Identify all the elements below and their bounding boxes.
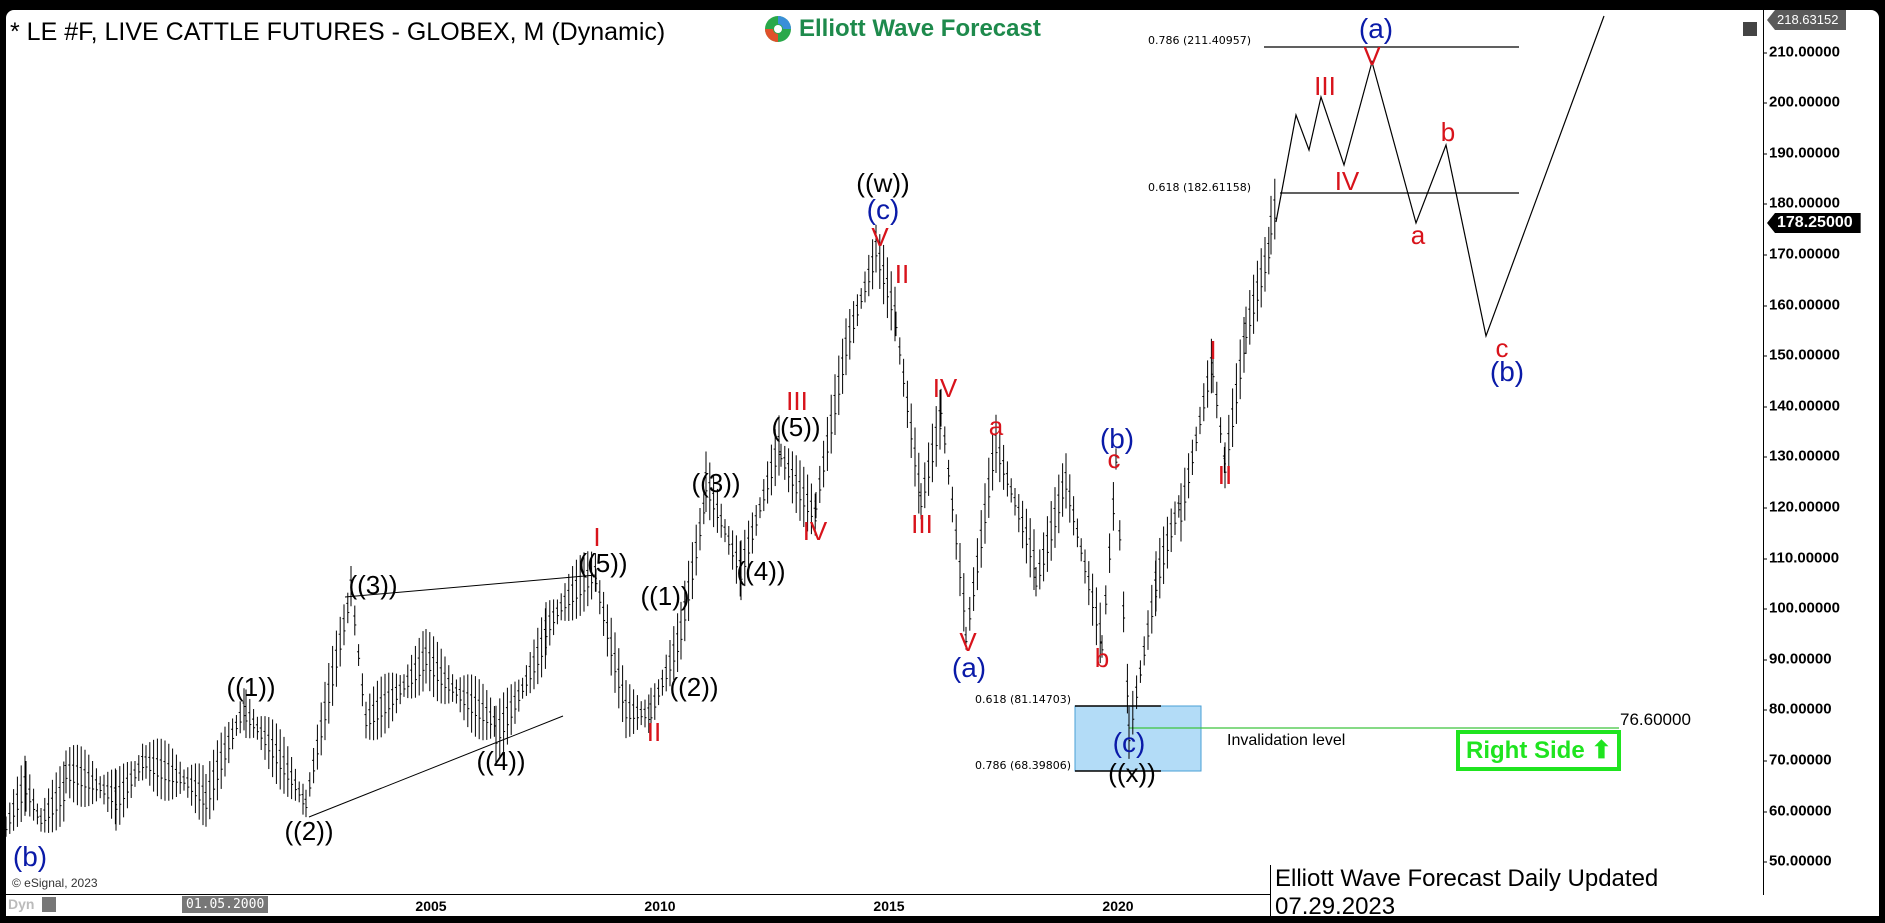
wave-label: I: [1209, 335, 1217, 365]
buy-zone-box: [1074, 705, 1202, 772]
x-tick: 2020: [1102, 898, 1134, 914]
logo-text: Elliott Wave Forecast: [799, 15, 1041, 42]
wave-label: ((1)): [640, 581, 690, 611]
wave-label: ((2)): [284, 816, 334, 846]
wave-label: (b): [1099, 423, 1135, 454]
wave-label: c: [1107, 444, 1121, 474]
y-tick: 120.00000: [1763, 498, 1840, 516]
wave-label: (c): [1112, 727, 1146, 758]
last-price-tag: 178.25000: [1767, 213, 1861, 233]
fib-618-upper: 0.618 (182.61158): [1148, 181, 1252, 194]
y-tick: 140.00000: [1763, 397, 1840, 415]
x-axis[interactable]: Dyn 01.05.2000 2005 2010 2015 2020: [6, 895, 1763, 916]
lock-icon[interactable]: [42, 897, 56, 912]
y-tick: 60.00000: [1763, 802, 1832, 820]
wave-label: II: [646, 717, 662, 747]
wave-label: IV: [932, 373, 958, 403]
wave-label: ((4)): [476, 746, 526, 776]
y-tick: 100.00000: [1763, 599, 1840, 617]
x-tick: 2005: [415, 898, 447, 914]
y-tick: 160.00000: [1763, 296, 1840, 314]
y-tick: 70.00000: [1763, 751, 1832, 769]
dyn-label: Dyn: [8, 896, 35, 912]
wave-label: ((4)): [736, 556, 786, 586]
y-tick: 200.00000: [1763, 93, 1840, 111]
y-tick: 80.00000: [1763, 700, 1832, 718]
cursor-date: 01.05.2000: [182, 896, 269, 913]
price-chart: [6, 15, 1619, 837]
wave-label: c: [1495, 333, 1509, 363]
y-tick: 110.00000: [1762, 549, 1840, 567]
wave-label: III: [911, 509, 933, 539]
wave-label: ((3)): [691, 468, 741, 498]
wave-label: IV: [802, 516, 828, 546]
wave-label: III: [786, 386, 808, 416]
top-price-tag: 218.63152: [1767, 10, 1847, 30]
wave-label: V: [959, 627, 977, 657]
logo-icon: [765, 16, 791, 42]
wave-label: II: [894, 259, 910, 289]
invalidation-value: 76.60000: [1620, 710, 1691, 729]
wave-label: V: [1363, 41, 1381, 71]
y-tick: 170.00000: [1763, 245, 1840, 263]
y-tick: 130.00000: [1763, 447, 1840, 465]
y-tick: 210.00000: [1763, 43, 1840, 61]
plot-area[interactable]: * LE #F, LIVE CATTLE FUTURES - GLOBEX, M…: [6, 10, 1764, 916]
fib-786-upper: 0.786 (211.40957): [1148, 34, 1252, 47]
wave-label: II: [1217, 460, 1233, 490]
fib-618-lower: 0.618 (81.14703): [975, 693, 1072, 706]
x-tick: 2015: [873, 898, 905, 914]
wave-label: b: [1440, 117, 1456, 147]
y-tick: 50.00000: [1763, 852, 1832, 870]
wave-label: (a): [951, 652, 987, 683]
arrow-up-icon: ⬆: [1591, 737, 1612, 764]
wave-label: a: [988, 411, 1004, 441]
wave-label: ((2)): [669, 672, 719, 702]
copyright: © eSignal, 2023: [12, 876, 98, 890]
wave-label: a: [1410, 220, 1426, 250]
wave-label: V: [871, 222, 889, 252]
wave-label: (a): [1358, 13, 1394, 44]
wave-label: ((3)): [348, 570, 398, 600]
wave-label: b: [1094, 643, 1110, 673]
wave-label: IV: [1334, 166, 1360, 196]
wave-label: I: [593, 522, 601, 552]
updated-caption: Elliott Wave Forecast Daily Updated 07.2…: [1270, 865, 1763, 916]
y-tick: 190.00000: [1763, 144, 1840, 162]
chart-window: * LE #F, LIVE CATTLE FUTURES - GLOBEX, M…: [6, 10, 1879, 916]
restore-window-icon[interactable]: [1743, 22, 1757, 36]
right-side-badge: Right Side ⬆: [1456, 730, 1622, 771]
y-tick: 180.00000: [1763, 194, 1840, 212]
wave-label: ((5)): [578, 548, 628, 578]
wave-label: (b): [1489, 356, 1525, 387]
wave-label: (c): [866, 194, 900, 225]
fib-786-lower: 0.786 (68.39806): [975, 759, 1072, 772]
wave-label: ((5)): [771, 412, 821, 442]
x-tick: 2010: [644, 898, 676, 914]
right-side-text: Right Side: [1466, 737, 1585, 764]
wave-label: ((w)): [856, 168, 910, 198]
brand-logo: Elliott Wave Forecast: [763, 14, 1041, 44]
invalidation-label: Invalidation level: [1227, 732, 1346, 749]
y-tick: 90.00000: [1763, 650, 1832, 668]
wave-label: III: [1314, 71, 1336, 101]
y-axis[interactable]: 218.63152 210.00000 200.00000 190.00000 …: [1762, 10, 1879, 894]
wave-label: ((x)): [1108, 758, 1156, 788]
wave-label: (b): [12, 841, 48, 872]
wave-label: ((1)): [226, 672, 276, 702]
chart-title: * LE #F, LIVE CATTLE FUTURES - GLOBEX, M…: [10, 18, 666, 46]
y-tick: 150.00000: [1763, 346, 1840, 364]
